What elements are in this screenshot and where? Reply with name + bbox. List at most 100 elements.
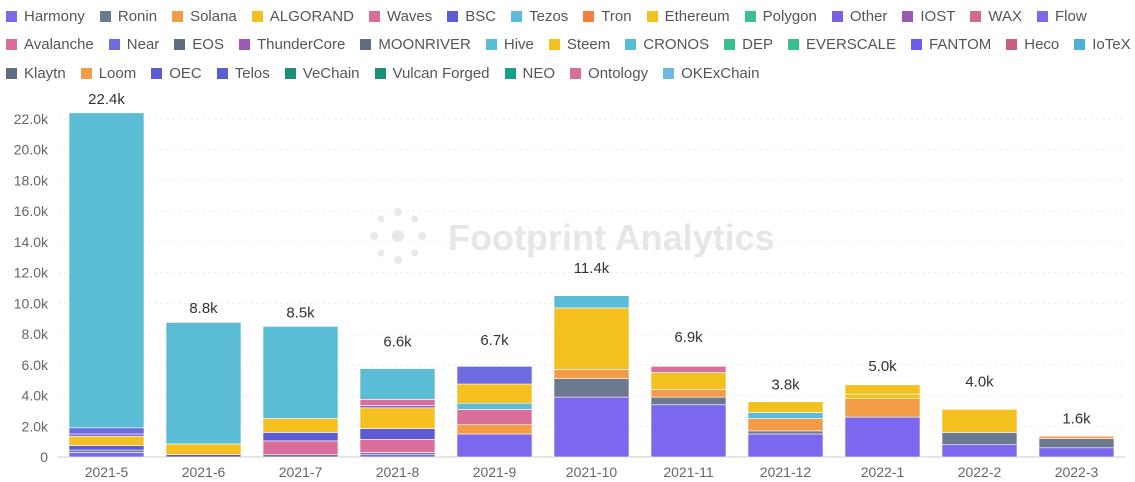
bar-segment-harmony[interactable]: [650, 404, 727, 458]
legend-item-okexchain[interactable]: OKExChain: [663, 65, 759, 82]
bar-segment-near[interactable]: [456, 366, 533, 385]
legend-item-near[interactable]: Near: [108, 36, 159, 53]
bar-segment-ronin[interactable]: [553, 378, 630, 398]
legend-item-steem[interactable]: Steem: [548, 36, 610, 53]
legend-item-polygon[interactable]: Polygon: [744, 8, 817, 25]
bar-segment-solana[interactable]: [456, 424, 533, 435]
bar-stack-2022-1[interactable]: [844, 384, 921, 458]
bar-stack-2021-11[interactable]: [650, 366, 727, 458]
bar-segment-ethereum[interactable]: [68, 435, 145, 446]
legend-item-loom[interactable]: Loom: [80, 65, 136, 82]
legend-item-cronos[interactable]: CRONOS: [625, 36, 709, 53]
bar-segment-bsc[interactable]: [165, 454, 242, 458]
legend-item-algorand[interactable]: ALGORAND: [251, 8, 354, 25]
bar-stack-2021-7[interactable]: [262, 326, 339, 458]
bar-segment-ethereum[interactable]: [650, 372, 727, 390]
legend-item-solana[interactable]: Solana: [172, 8, 237, 25]
bar-segment-hive[interactable]: [359, 368, 436, 400]
legend-item-fantom[interactable]: FANTOM: [911, 36, 991, 53]
legend-item-heco[interactable]: Heco: [1006, 36, 1059, 53]
legend-item-hive[interactable]: Hive: [485, 36, 534, 53]
legend-item-harmony[interactable]: Harmony: [6, 8, 85, 25]
bar-segment-ronin[interactable]: [68, 449, 145, 453]
bar-segment-ethereum[interactable]: [844, 384, 921, 395]
legend-item-vechain[interactable]: VeChain: [284, 65, 360, 82]
legend-item-vulcan-forged[interactable]: Vulcan Forged: [374, 65, 490, 82]
bar-segment-ronin[interactable]: [650, 396, 727, 406]
legend-item-klaytn[interactable]: Klaytn: [6, 65, 66, 82]
bar-segment-ethereum[interactable]: [359, 407, 436, 429]
legend-item-eos[interactable]: EOS: [174, 36, 224, 53]
bar-segment-bsc[interactable]: [359, 428, 436, 440]
bar-stack-2021-12[interactable]: [747, 401, 824, 458]
bar-segment-harmony[interactable]: [941, 444, 1018, 458]
bar-stack-2021-5[interactable]: [68, 112, 145, 458]
legend-item-oec[interactable]: OEC: [151, 65, 202, 82]
bar-segment-avalanche[interactable]: [650, 366, 727, 373]
legend-item-moonriver[interactable]: MOONRIVER: [360, 36, 471, 53]
bar-segment-harmony[interactable]: [844, 416, 921, 458]
bar-segment-harmony[interactable]: [553, 396, 630, 458]
legend-item-iotex[interactable]: IoTeX: [1074, 36, 1131, 53]
bar-segment-hive[interactable]: [68, 112, 145, 429]
bar-segment-ethereum[interactable]: [553, 307, 630, 370]
bar-segment-bsc[interactable]: [68, 445, 145, 451]
bar-segment-hive[interactable]: [165, 322, 242, 445]
bar-segment-harmony[interactable]: [1038, 447, 1115, 458]
bar-segment-ronin[interactable]: [941, 432, 1018, 446]
bar-segment-solana[interactable]: [650, 389, 727, 398]
bar-segment-fantom[interactable]: [165, 321, 242, 323]
bar-segment-harmony[interactable]: [456, 433, 533, 458]
bar-segment-harmony[interactable]: [68, 452, 145, 458]
legend-item-iost[interactable]: IOST: [902, 8, 955, 25]
legend-item-tron[interactable]: Tron: [583, 8, 632, 25]
bar-segment-ethereum[interactable]: [165, 443, 242, 455]
legend-item-neo[interactable]: NEO: [504, 65, 555, 82]
bar-segment-ethereum[interactable]: [262, 418, 339, 433]
bar-stack-2021-6[interactable]: [165, 321, 242, 458]
bar-segment-waves[interactable]: [456, 409, 533, 426]
bar-segment-ethereum[interactable]: [941, 409, 1018, 433]
legend-item-telos[interactable]: Telos: [216, 65, 270, 82]
bar-segment-ronin[interactable]: [359, 452, 436, 455]
bar-segment-ronin[interactable]: [262, 454, 339, 458]
legend-item-wax[interactable]: WAX: [970, 8, 1022, 25]
bar-segment-ethereum[interactable]: [747, 401, 824, 413]
bar-segment-other[interactable]: [68, 433, 145, 437]
bar-segment-harmony[interactable]: [747, 433, 824, 458]
legend-item-other[interactable]: Other: [831, 8, 887, 25]
bar-segment-solana[interactable]: [1038, 435, 1115, 439]
legend-item-tezos[interactable]: Tezos: [511, 8, 568, 25]
bar-segment-solana[interactable]: [747, 418, 824, 432]
legend-item-ronin[interactable]: Ronin: [99, 8, 157, 25]
bar-segment-tezos[interactable]: [747, 412, 824, 419]
bar-segment-algorand[interactable]: [844, 393, 921, 399]
legend-item-ontology[interactable]: Ontology: [570, 65, 648, 82]
bar-stack-2022-2[interactable]: [941, 409, 1018, 458]
bar-segment-solana[interactable]: [844, 398, 921, 418]
legend-item-ethereum[interactable]: Ethereum: [646, 8, 730, 25]
bar-segment-other[interactable]: [359, 405, 436, 409]
bar-segment-hive[interactable]: [553, 295, 630, 309]
bar-stack-2022-3[interactable]: [1038, 435, 1115, 458]
bar-segment-ethereum[interactable]: [456, 383, 533, 404]
bar-segment-ronin[interactable]: [1038, 438, 1115, 449]
bar-segment-avalanche[interactable]: [359, 399, 436, 406]
bar-segment-tezos[interactable]: [456, 402, 533, 410]
legend-item-bsc[interactable]: BSC: [447, 8, 496, 25]
legend-item-thundercore[interactable]: ThunderCore: [238, 36, 345, 53]
legend-item-waves[interactable]: Waves: [368, 8, 432, 25]
bar-segment-near[interactable]: [68, 427, 145, 435]
bar-stack-2021-10[interactable]: [553, 295, 630, 458]
legend-item-flow[interactable]: Flow: [1037, 8, 1087, 25]
bar-stack-2021-9[interactable]: [456, 366, 533, 458]
bar-segment-hive[interactable]: [262, 326, 339, 419]
bar-segment-solana[interactable]: [553, 369, 630, 379]
bar-segment-waves[interactable]: [359, 439, 436, 453]
bar-segment-harmony[interactable]: [359, 454, 436, 458]
legend-item-everscale[interactable]: EVERSCALE: [787, 36, 896, 53]
bar-segment-bsc[interactable]: [262, 432, 339, 442]
bar-segment-ronin[interactable]: [747, 430, 824, 435]
legend-item-dep[interactable]: DEP: [724, 36, 773, 53]
bar-segment-waves[interactable]: [262, 440, 339, 455]
